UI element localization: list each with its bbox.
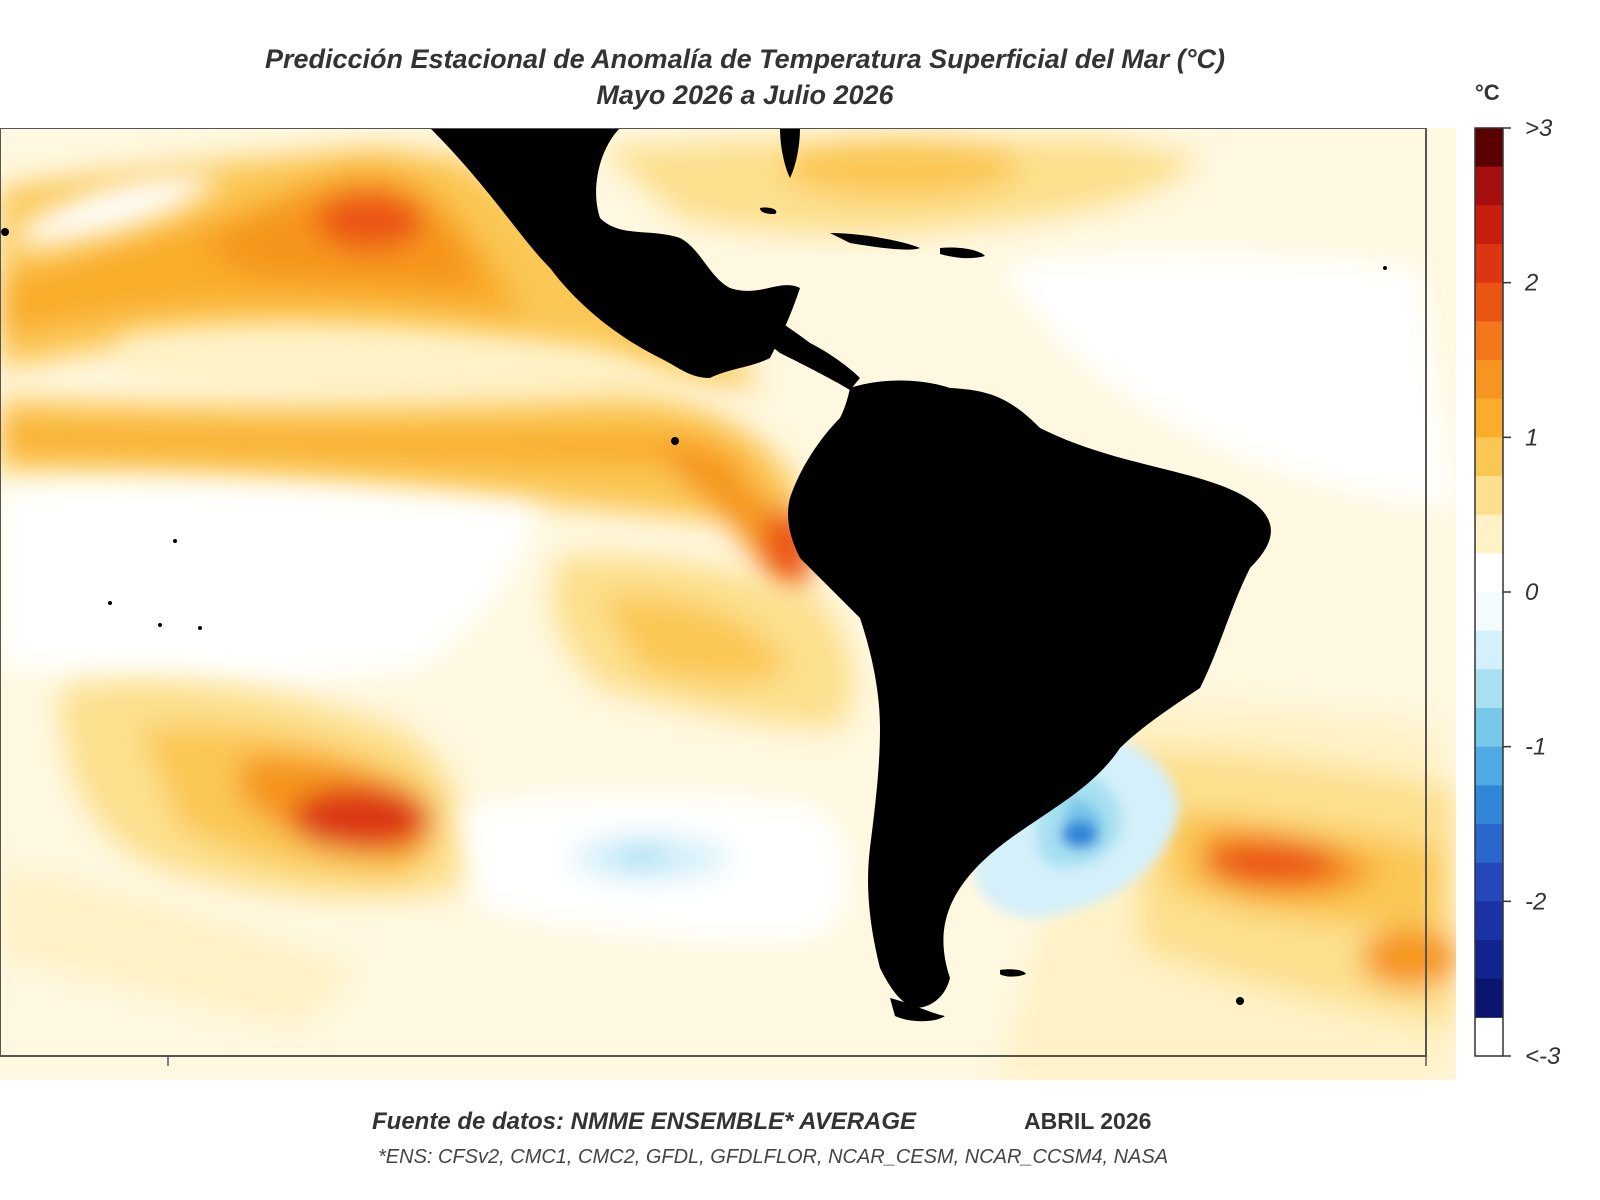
south-america-landmass [788, 380, 1271, 1008]
colorbar-unit: °C [1475, 80, 1500, 105]
colorbar-level [1475, 746, 1503, 786]
ensemble-members-note: *ENS: CFSv2, CMC1, CMC2, GFDL, GFDLFLOR,… [378, 1146, 1169, 1168]
baja-warm-core [315, 190, 425, 250]
colorbar-tick-label: 0 [1525, 579, 1539, 606]
south-pacific-warm-core [290, 786, 430, 850]
colorbar-level [1475, 824, 1503, 864]
colorbar-level [1475, 205, 1503, 245]
colorbar-level [1475, 282, 1503, 322]
map-title: Predicción Estacional de Anomalía de Tem… [264, 44, 1226, 74]
colorbar-level [1475, 669, 1503, 709]
north-america-landmass [430, 128, 800, 378]
colorbar-level [1475, 321, 1503, 361]
falkland-islands [1000, 969, 1026, 977]
colorbar-tick-label: >3 [1525, 115, 1553, 142]
colorbar-level [1475, 360, 1503, 400]
colorbar-level [1475, 978, 1503, 1018]
cuba-island [830, 233, 920, 250]
central-america-isthmus [730, 288, 860, 390]
colorbar-level [1475, 553, 1503, 593]
issue-date-label: ABRIL 2026 [1024, 1108, 1152, 1134]
colorbar-level [1475, 128, 1503, 168]
anomaly-layer [0, 138, 1456, 1080]
colorbar-blocks [1475, 128, 1503, 1018]
caribbean-warm-patch [600, 138, 1200, 235]
map-subtitle: Mayo 2026 a Julio 2026 [596, 80, 894, 110]
equatorial-warm-tongue [0, 397, 814, 601]
colorbar-level [1475, 940, 1503, 980]
colorbar-tick-label: 1 [1525, 424, 1538, 451]
south-pacific-warm-patch [0, 555, 854, 1028]
colorbar-level [1475, 244, 1503, 284]
colorbar-level [1475, 437, 1503, 477]
colorbar-level [1475, 398, 1503, 438]
colorbar-level [1475, 592, 1503, 632]
sst-anomaly-map [0, 128, 1456, 1080]
colorbar-ticks: >3 2 1 0 -1 -2 <-3 [1503, 115, 1561, 1070]
colorbar-level [1475, 785, 1503, 825]
colorbar-tick-label: 2 [1524, 270, 1538, 297]
colorbar-tick-label: -2 [1525, 888, 1546, 915]
data-source-label: Fuente de datos: NMME ENSEMBLE* AVERAGE [372, 1108, 917, 1135]
hispaniola-island [940, 247, 985, 259]
colorbar-level [1475, 514, 1503, 554]
land-masses [1, 128, 1387, 1022]
colorbar-tick-label: -1 [1525, 734, 1546, 761]
north-pacific-warm-band [0, 148, 760, 388]
colorbar-tick-label: <-3 [1525, 1043, 1561, 1070]
colorbar-level [1475, 630, 1503, 670]
colorbar-level [1475, 476, 1503, 516]
colorbar-level [1475, 901, 1503, 941]
colorbar: °C >3 2 1 0 -1 -2 <-3 [1474, 80, 1561, 1070]
colorbar-level [1475, 166, 1503, 206]
subtropical-pacific-cold-patch [460, 793, 850, 941]
colorbar-level [1475, 708, 1503, 748]
colorbar-level [1475, 862, 1503, 902]
